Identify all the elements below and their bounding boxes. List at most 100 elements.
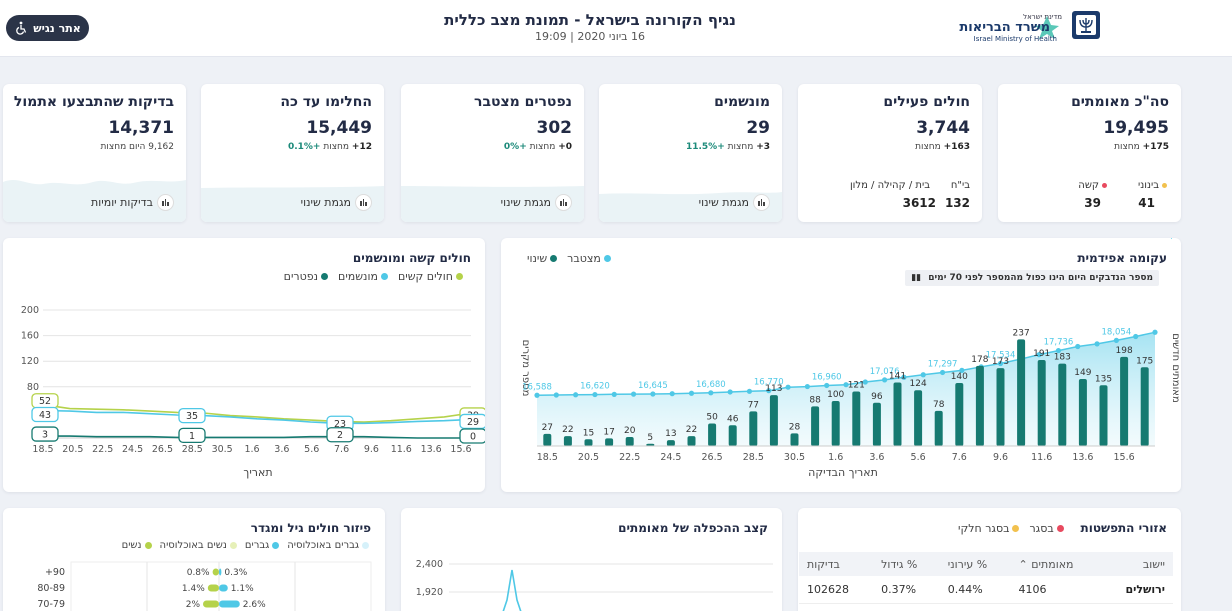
age-category-label: 80-89 (37, 583, 65, 594)
stat-delta: 12+ מחצות +0.1% (287, 142, 372, 152)
legend-item-women-population[interactable]: נשים באוכלוסיה (160, 540, 237, 551)
y-axis-right-label: מאומתים חדשים (1170, 333, 1181, 403)
accessible-site-button[interactable]: אתר נגיש (6, 15, 89, 41)
accessible-site-label: אתר נגיש (33, 21, 81, 35)
bar-data-label: 27 (542, 423, 553, 433)
column-header-confirmed[interactable]: מאומתים ⌃ (1010, 552, 1102, 576)
trend-link[interactable]: מגמת שינוי (699, 194, 770, 211)
logo-ministry-text: משרד הבריאות (959, 20, 1050, 35)
chart-title: אזורי התפשטות (1080, 521, 1168, 535)
trend-link[interactable]: מגמת שינוי (301, 194, 372, 211)
chart-title: קצב ההכפלה של מאומתים (618, 521, 768, 535)
bar-data-label: 20 (624, 426, 636, 436)
stat-delta: 0+ מחצות +0% (503, 142, 572, 152)
bar-data-label: 46 (727, 414, 739, 424)
x-tick-label: 1.6 (828, 452, 843, 463)
cumulative-data-label: 17,076 (870, 367, 900, 377)
change-bar (728, 425, 737, 446)
mid2-callout-box (326, 427, 354, 443)
severe-legend[interactable]: חולים קשים מונשמים נפטרים (284, 270, 463, 283)
change-bar (1037, 360, 1046, 446)
stat-value: 29 (746, 118, 770, 138)
change-bar (934, 410, 943, 446)
page-title: נגיף הקורונה בישראל - תמונת מצב כללית (444, 11, 736, 29)
stat-delta: 175+ מחצות (1114, 142, 1169, 152)
x-tick-label: 24.5 (660, 452, 681, 463)
women-bar (207, 584, 219, 592)
y-tick-label: 1,920 (416, 587, 443, 598)
cumulative-point (1094, 341, 1100, 347)
ministry-logo[interactable] (954, 10, 1104, 48)
table-row[interactable]: בני ברק 3094 1.54% 0.19% 43094 (799, 603, 1173, 611)
legend-item-women[interactable]: נשים (122, 540, 152, 551)
x-tick-label: 18.5 (537, 452, 558, 463)
legend-item-ventilated[interactable]: מונשמים (338, 270, 388, 283)
daily-tests-link[interactable]: בדיקות יומיות (91, 194, 174, 211)
change-bar (625, 437, 634, 446)
bar-data-label: 135 (1095, 374, 1112, 384)
stat-card-confirmed[interactable]: סה"כ מאומתים 19,495 175+ מחצות בינוני 41… (998, 84, 1181, 222)
cumulative-point (592, 391, 598, 398)
trend-wave (401, 186, 584, 222)
change-bar (769, 395, 778, 446)
doubling-rate-line (502, 569, 522, 611)
bar-chart-icon (157, 194, 174, 211)
legend-item-deceased[interactable]: נפטרים (284, 270, 329, 283)
bar-data-label: 113 (765, 384, 782, 394)
column-header-growth-pct[interactable]: % גידול (873, 552, 940, 576)
column-header-tests[interactable]: בדיקות (799, 552, 874, 576)
table-row[interactable]: ירושלים 4106 0.44% 0.37% 102628 (799, 576, 1173, 604)
cell-tests: 43094 (799, 603, 874, 611)
x-tick-label: 22.5 (619, 452, 640, 463)
legend-item-cumulative[interactable]: מצטבר (567, 252, 611, 265)
stat-card-active[interactable]: חולים פעילים 3,744 163+ מחצות בי"ח 132 ב… (798, 84, 982, 222)
cumulative-point (650, 391, 656, 397)
stat-value: 3,744 (916, 118, 970, 138)
stat-value: 302 (536, 118, 573, 138)
table-header-row: יישוב מאומתים ⌃ % עירוני % גידול בדיקות (799, 552, 1173, 576)
age-gender-legend[interactable]: גברים באוכלוסיה גברים נשים באוכלוסיה נשי… (122, 540, 369, 551)
series-line (42, 403, 472, 423)
cell-city: בני ברק (1101, 603, 1173, 611)
age-category-label: +90 (45, 567, 65, 578)
stat-card-tests[interactable]: בדיקות שהתבצעו אתמול 14,371 9,162 היום מ… (3, 84, 186, 222)
start-deceased-callout: 3 (42, 430, 48, 441)
cumulative-point (1133, 333, 1139, 340)
x-tick-label: 26.5 (702, 452, 723, 463)
legend-item-closure[interactable]: בסגר (1029, 522, 1064, 535)
regions-legend[interactable]: בסגר בסגר חלקי (958, 522, 1064, 535)
cumulative-point (939, 369, 946, 376)
y-tick-label: 120 (21, 356, 39, 367)
legend-item-partial-closure[interactable]: בסגר חלקי (958, 522, 1020, 535)
stat-card-ventilated[interactable]: מונשמים 29 3+ מחצות +11.5% מגמת שינוי (599, 84, 782, 222)
stat-card-recovered[interactable]: החלימו עד כה 15,449 12+ מחצות +0.1% מגמת… (201, 84, 384, 222)
bar-data-label: 15 (583, 428, 594, 438)
change-bar (955, 383, 964, 446)
trend-link[interactable]: מגמת שינוי (501, 194, 572, 211)
change-bar (872, 402, 881, 446)
page-subtitle: 16 ביוני 2020 | 19:09 (534, 30, 646, 43)
x-tick-label: 13.6 (1072, 452, 1093, 463)
change-bar (1078, 378, 1087, 446)
change-bar (831, 401, 840, 446)
logo-state-text: מדינת ישראל (1023, 13, 1062, 21)
stat-value: 14,371 (108, 118, 174, 138)
stat-card-deceased[interactable]: נפטרים מצטבר 302 0+ מחצות +0% מגמת שינוי (401, 84, 584, 222)
bar-chart-icon: ▮▮ (911, 273, 922, 283)
cumulative-point (843, 382, 849, 388)
column-header-city[interactable]: יישוב (1101, 552, 1173, 576)
cell-growth-pct: 0.37% (873, 576, 940, 604)
stat-title: החלימו עד כה (280, 94, 372, 110)
legend-item-change[interactable]: שינוי (527, 252, 558, 265)
cumulative-point (920, 372, 926, 378)
bar-data-label: 121 (848, 381, 865, 391)
column-header-urban-pct[interactable]: % עירוני (939, 552, 1011, 576)
legend-item-men-population[interactable]: גברים באוכלוסיה (287, 540, 369, 551)
bar-data-label: 149 (1074, 368, 1091, 378)
epi-legend[interactable]: מצטבר שינוי (527, 252, 611, 265)
chart-title: פיזור חולים גיל ומגדר (250, 521, 371, 535)
legend-item-men[interactable]: גברים (245, 540, 280, 551)
severity-severe-value: 39 (1084, 196, 1101, 210)
legend-item-severe[interactable]: חולים קשים (398, 270, 463, 283)
x-tick-label: 20.5 (62, 444, 83, 455)
